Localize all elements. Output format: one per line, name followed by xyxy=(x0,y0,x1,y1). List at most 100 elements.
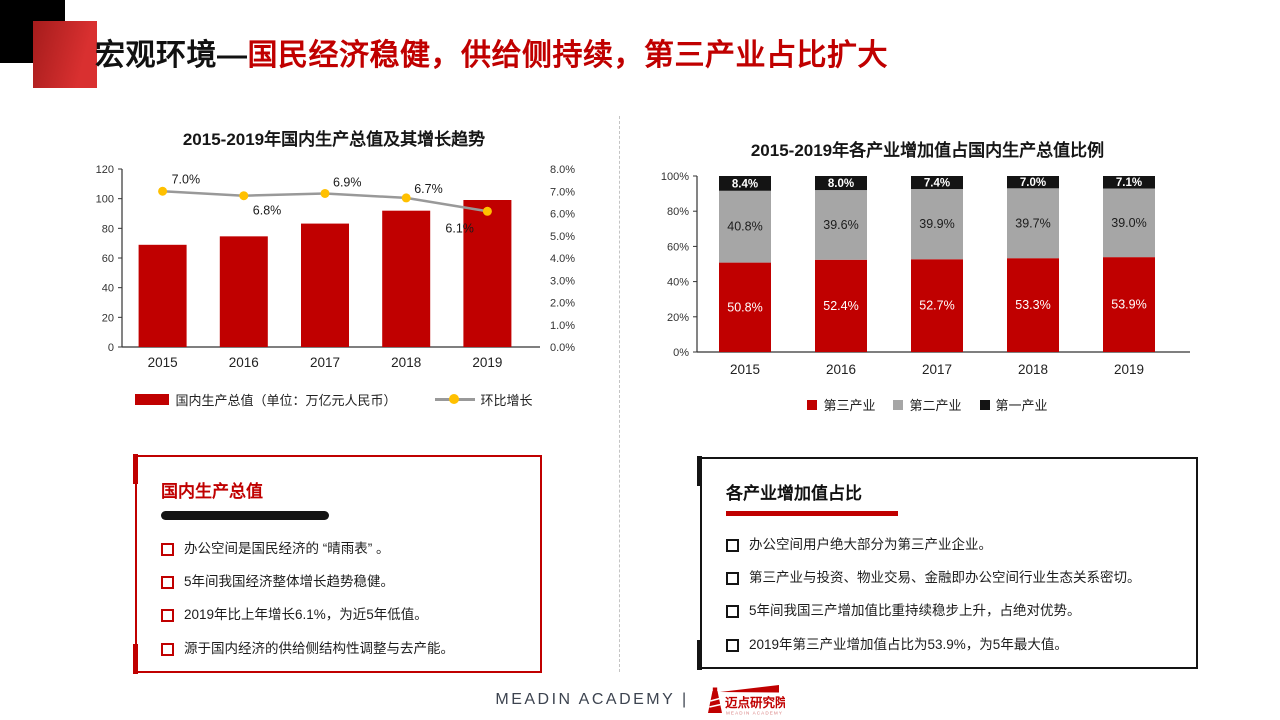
bullet-square-icon xyxy=(161,642,174,656)
growth-label: 7.0% xyxy=(172,172,201,186)
segment-label: 52.4% xyxy=(823,299,858,313)
industry-bullet-list: 办公空间用户绝大部分为第三产业企业。第三产业与投资、物业交易、金融即办公空间行业… xyxy=(726,536,1172,654)
segment-label: 7.0% xyxy=(1020,177,1046,189)
industry-chart: 0% 20% 40% 60% 80% 100% 50.8% 40.8% 8.4% 2015 52.4… xyxy=(661,171,1190,377)
bullet-item: 源于国内经济的供给侧结构性调整与去产能。 xyxy=(161,640,516,658)
bullet-item: 2019年第三产业增加值占比为53.9%，为5年最大值。 xyxy=(726,636,1172,654)
growth-point xyxy=(320,188,330,198)
right-axis-tick: 3.0% xyxy=(550,275,575,287)
gdp-bar xyxy=(463,200,512,347)
stacked-bar-segment xyxy=(815,259,867,352)
stacked-bar-segment xyxy=(1007,176,1059,189)
bullet-item: 2019年比上年增长6.1%，为近5年低值。 xyxy=(161,606,516,624)
footer: MEADIN ACADEMY | 迈点研究院 MEADIN ACADEMY xyxy=(0,683,1280,717)
growth-label: 6.7% xyxy=(414,182,443,196)
growth-label: 6.1% xyxy=(445,221,474,235)
bullet-item: 第三产业与投资、物业交易、金融即办公空间行业生态关系密切。 xyxy=(726,569,1172,587)
growth-point xyxy=(482,206,492,216)
gdp-bar xyxy=(219,236,268,347)
legend-item-secondary: 第二产业 xyxy=(893,395,962,414)
gdp-bar xyxy=(138,244,187,347)
left-axis-tick: 0 xyxy=(108,342,114,354)
x-axis-label: 2017 xyxy=(310,355,340,370)
y-axis-tick: 20% xyxy=(667,312,689,324)
page-title-black: 宏观环境— xyxy=(95,39,248,72)
legend-label-secondary: 第二产业 xyxy=(909,398,962,413)
bullet-text: 第三产业与投资、物业交易、金融即办公空间行业生态关系密切。 xyxy=(749,570,1141,586)
gdp-bar xyxy=(301,223,349,347)
segment-label: 39.9% xyxy=(919,217,954,231)
x-axis-label: 2016 xyxy=(229,355,259,370)
bullet-text: 源于国内经济的供给侧结构性调整与去产能。 xyxy=(184,640,454,656)
x-axis-label: 2018 xyxy=(1018,362,1048,377)
stacked-bar-segment xyxy=(911,189,963,260)
segment-label: 39.6% xyxy=(823,218,858,232)
right-axis-tick: 2.0% xyxy=(550,298,575,310)
left-axis-tick: 20 xyxy=(102,312,114,324)
growth-point xyxy=(158,186,168,196)
right-axis-tick: 7.0% xyxy=(550,186,575,198)
right-axis-tick: 6.0% xyxy=(550,209,575,221)
stacked-bar-segment xyxy=(719,176,771,191)
gdp-box-title: 国内生产总值 xyxy=(161,482,263,501)
bullet-item: 5年间我国三产增加值比重持续稳步上升，占绝对优势。 xyxy=(726,602,1172,620)
footer-brand-text: MEADIN ACADEMY | xyxy=(495,691,689,708)
page-title-red: 国民经济稳健，供给侧持续，第三产业占比扩大 xyxy=(247,39,888,72)
growth-label: 6.8% xyxy=(253,204,281,218)
right-axis-tick: 4.0% xyxy=(550,253,575,265)
legend-item-growth: 环比增长 xyxy=(434,390,533,409)
x-axis-label: 2017 xyxy=(922,362,952,377)
x-axis-label: 2019 xyxy=(472,355,502,370)
y-axis-tick: 0% xyxy=(673,347,689,359)
industry-chart-panel: 2015-2019年各产业增加值占国内生产总值比例 0% 20% 40% 60% 80%… xyxy=(645,136,1210,414)
stacked-bar-segment xyxy=(911,259,963,352)
growth-label: 6.9% xyxy=(333,175,362,189)
segment-label: 39.0% xyxy=(1111,216,1146,230)
bullet-text: 办公空间是国民经济的 “晴雨表” 。 xyxy=(184,541,390,556)
corner-accent xyxy=(697,456,702,486)
y-axis-tick: 60% xyxy=(667,241,689,253)
meadin-logo: 迈点研究院 MEADIN ACADEMY xyxy=(699,683,785,717)
svg-text:MEADIN ACADEMY: MEADIN ACADEMY xyxy=(726,711,783,716)
bullet-square-icon xyxy=(726,605,739,619)
x-axis-label: 2015 xyxy=(148,355,178,370)
corner-accent xyxy=(133,644,138,674)
bullet-text: 办公空间用户绝大部分为第三产业企业。 xyxy=(749,537,992,552)
bullet-text: 2019年比上年增长6.1%，为近5年低值。 xyxy=(184,607,428,623)
segment-label: 53.3% xyxy=(1015,298,1050,312)
page-title: 宏观环境—国民经济稳健，供给侧持续，第三产业占比扩大 xyxy=(95,30,888,74)
gdp-bar xyxy=(382,210,431,347)
bullet-square-icon xyxy=(726,572,739,586)
segment-label: 52.7% xyxy=(919,299,954,313)
corner-accent xyxy=(697,640,702,670)
x-axis-label: 2015 xyxy=(730,362,760,377)
gdp-chart-title: 2015-2019年国内生产总值及其增长趋势 xyxy=(182,130,486,149)
right-axis-tick: 8.0% xyxy=(550,164,575,176)
title-underline-bar xyxy=(726,511,898,516)
lighthouse-logo-icon: 迈点研究院 MEADIN ACADEMY xyxy=(707,685,785,716)
stacked-bar-segment xyxy=(1007,258,1059,352)
stacked-bar-segment xyxy=(815,190,867,260)
industry-chart-legend: 第三产业 第二产业 第一产业 xyxy=(645,395,1210,414)
right-axis-tick: 0.0% xyxy=(550,342,575,354)
svg-text:迈点研究院: 迈点研究院 xyxy=(725,695,785,710)
bullet-item: 5年间我国经济整体增长趋势稳健。 xyxy=(161,573,516,591)
x-axis-label: 2018 xyxy=(391,355,421,370)
left-axis-tick: 120 xyxy=(96,164,114,176)
bullet-square-icon xyxy=(161,576,174,590)
bullet-item: 办公空间用户绝大部分为第三产业企业。 xyxy=(726,536,1172,554)
stacked-bar-segment xyxy=(719,262,771,352)
stacked-bar-segment xyxy=(719,190,771,263)
growth-point xyxy=(401,193,411,203)
stacked-bar-segment xyxy=(1103,176,1155,189)
segment-label: 50.8% xyxy=(727,300,762,314)
x-axis-label: 2019 xyxy=(1114,362,1144,377)
title-underline-bar xyxy=(161,511,329,520)
y-axis-tick: 40% xyxy=(667,277,689,289)
industry-chart-title: 2015-2019年各产业增加值占国内生产总值比例 xyxy=(750,141,1105,160)
bullet-square-icon xyxy=(726,539,739,552)
deco-red-square xyxy=(33,21,97,88)
industry-box-title: 各产业增加值占比 xyxy=(726,484,862,503)
segment-label: 7.4% xyxy=(924,178,950,190)
bullet-text: 5年间我国三产增加值比重持续稳步上升，占绝对优势。 xyxy=(749,603,1081,619)
